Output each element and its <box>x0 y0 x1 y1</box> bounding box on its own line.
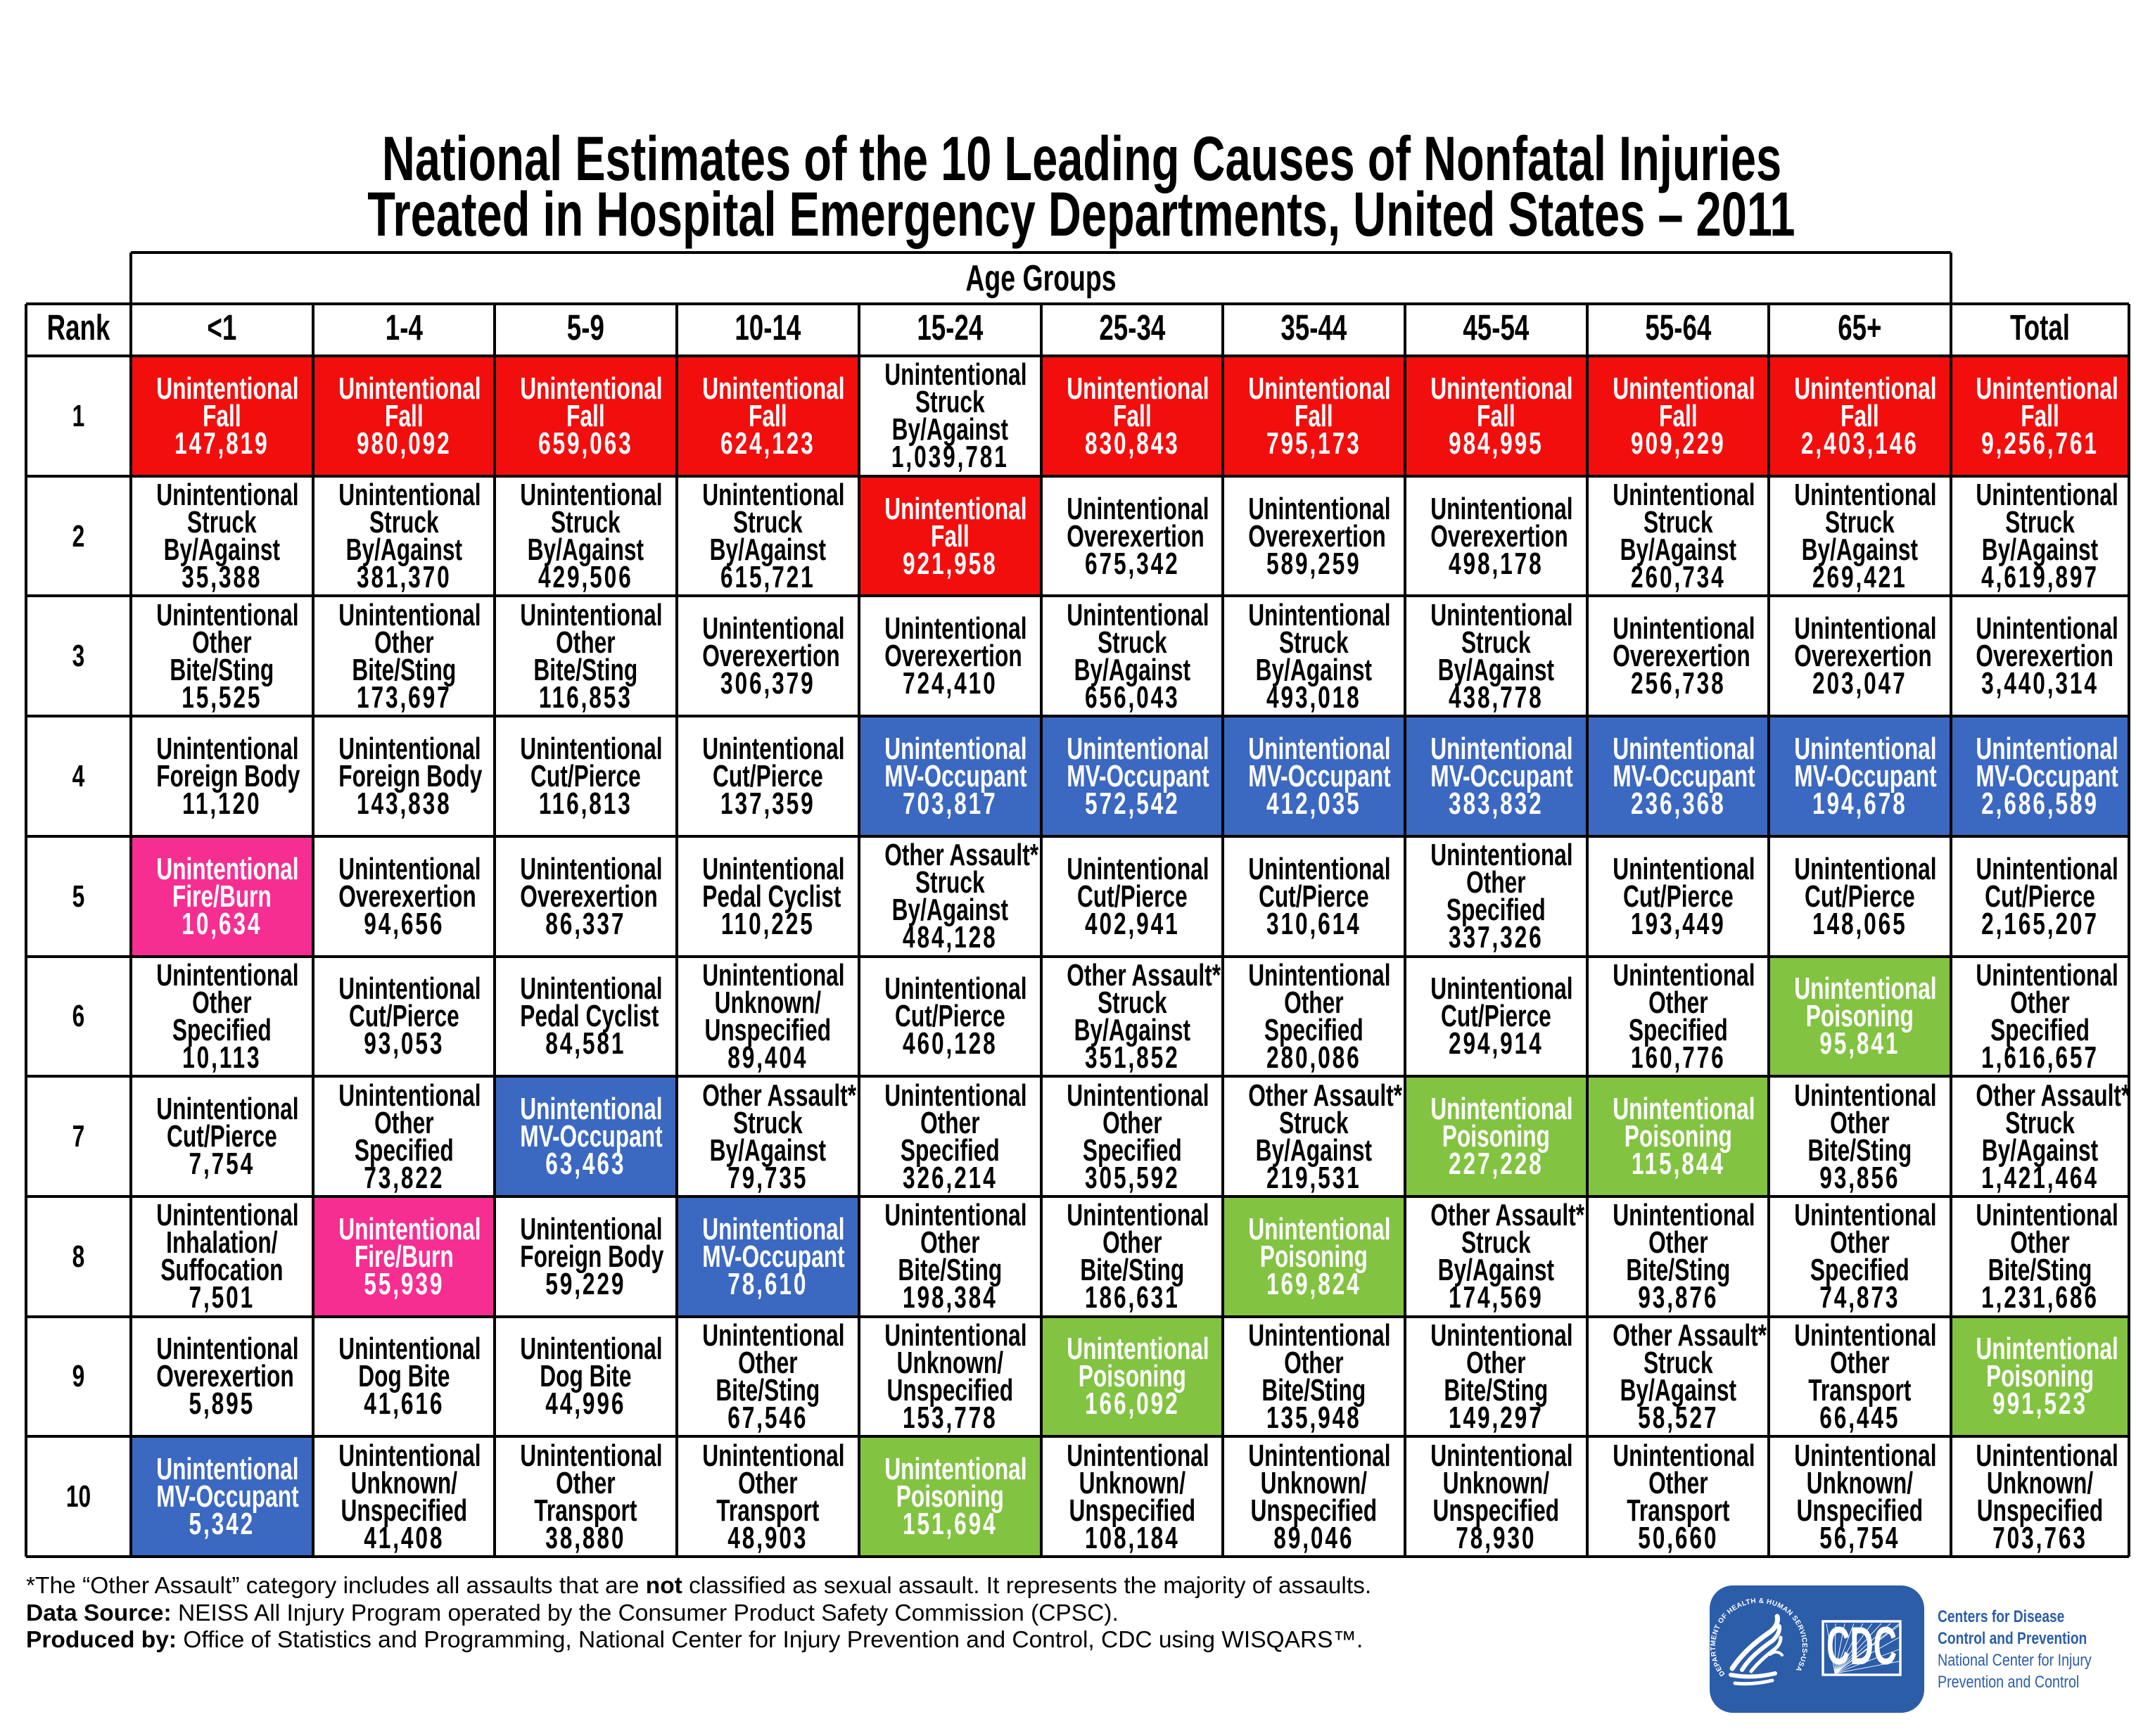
svg-text:CDC: CDC <box>1826 1616 1897 1676</box>
